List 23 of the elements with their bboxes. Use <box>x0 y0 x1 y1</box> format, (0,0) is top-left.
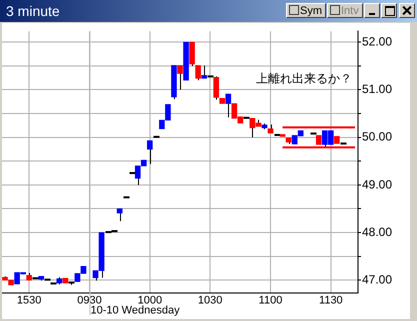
text: Sym <box>300 5 322 17</box>
candlestick <box>195 64 201 81</box>
x-tick-label: 1030 <box>198 294 222 307</box>
y-tick-label: 47.00 <box>362 272 392 286</box>
text: Intv <box>341 5 359 17</box>
y-tick-label: 50.00 <box>362 130 392 144</box>
candlestick <box>116 208 122 222</box>
x-tick-label: 1530 <box>16 294 42 307</box>
x-tick-label: 1000 <box>138 294 162 307</box>
y-tick-label: 48.00 <box>362 224 392 239</box>
x-tick-label: 1100 <box>258 294 282 307</box>
annotation: 上離れ出来るか？ <box>256 71 352 86</box>
y-tick-label: 52.00 <box>362 34 392 48</box>
y-tick-label: 49.00 <box>362 177 392 192</box>
candlestick <box>147 140 153 165</box>
candlestick <box>177 64 183 90</box>
candlestick <box>225 94 232 118</box>
chart-title: 3 minute <box>6 3 60 19</box>
x-tick-label: 0930 <box>77 294 102 307</box>
text: 10-10 Wednesday <box>90 304 180 317</box>
y-tick-label: 51.00 <box>362 82 392 96</box>
candlestick <box>189 42 195 66</box>
x-tick-label: 1130 <box>319 294 343 307</box>
